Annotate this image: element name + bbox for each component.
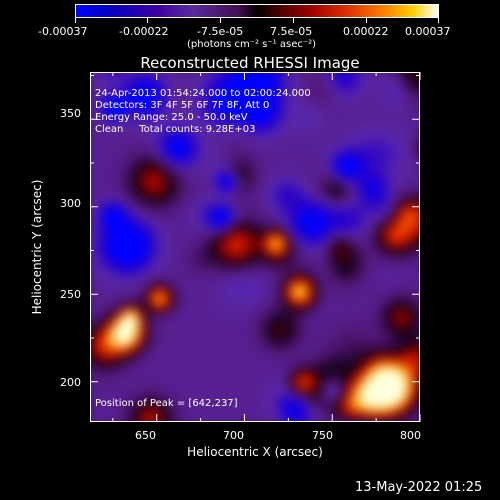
time-range-annotation: 24-Apr-2013 01:54:24.000 to 02:00:24.000	[95, 88, 311, 99]
colorbar-tick-label: 7.5e-05	[270, 25, 313, 38]
energy-annotation: Energy Range: 25.0 - 50.0 keV	[95, 112, 248, 123]
colorbar-unit-label: (photons cm⁻² s⁻¹ asec⁻²)	[187, 39, 317, 50]
x-tick-label: 650	[135, 429, 156, 442]
footer-timestamp: 13-May-2022 01:25	[355, 480, 483, 495]
detectors-annotation: Detectors: 3F 4F 5F 6F 7F 8F, Att 0	[95, 100, 270, 111]
heatmap-image	[91, 73, 419, 421]
y-tick-label: 300	[60, 197, 81, 210]
plot-area: 24-Apr-2013 01:54:24.000 to 02:00:24.000…	[90, 72, 420, 422]
colorbar	[75, 4, 439, 18]
colorbar-ticks	[75, 18, 439, 23]
x-tick-label: 800	[400, 429, 421, 442]
image-title: Reconstructed RHESSI Image	[140, 54, 360, 72]
y-tick-label: 200	[60, 376, 81, 389]
y-tick-label: 350	[60, 107, 81, 120]
x-axis-label: Heliocentric X (arcsec)	[187, 445, 323, 459]
colorbar-tick-label: -0.00022	[119, 25, 169, 38]
colorbar-tick-label: -7.5e-05	[197, 25, 244, 38]
y-tick-label: 250	[60, 288, 81, 301]
peak-position-annotation: Position of Peak = [642,237]	[95, 398, 238, 409]
clean-annotation: Clean Total counts: 9.28E+03	[95, 124, 256, 135]
colorbar-tick-label: 0.00022	[343, 25, 389, 38]
x-tick-label: 750	[312, 429, 333, 442]
colorbar-tick-label: -0.00037	[38, 25, 88, 38]
colorbar-tick-label: 0.00037	[405, 25, 451, 38]
y-axis-label: Heliocentric Y (arcsec)	[30, 179, 44, 315]
x-tick-label: 700	[223, 429, 244, 442]
